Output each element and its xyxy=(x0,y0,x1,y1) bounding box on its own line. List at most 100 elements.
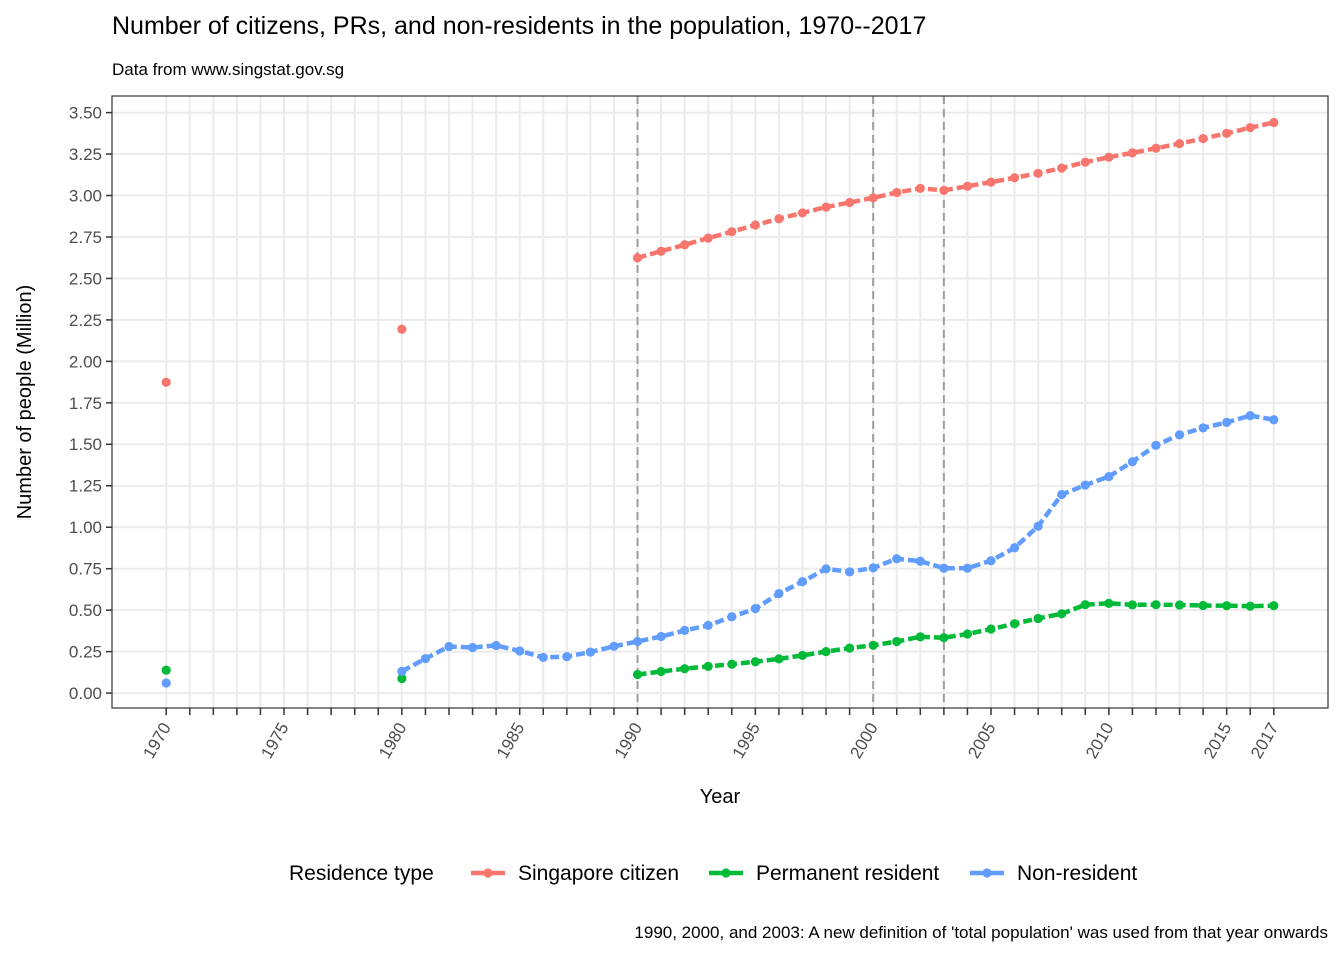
chart-caption: 1990, 2000, and 2003: A new definition o… xyxy=(634,923,1328,942)
data-point-singapore-citizen xyxy=(1080,157,1090,167)
data-point-permanent-resident xyxy=(703,661,713,671)
legend-key-point xyxy=(721,868,731,878)
data-point-non-resident xyxy=(1080,480,1090,490)
data-point-singapore-citizen xyxy=(680,240,690,250)
data-point-non-resident xyxy=(538,652,548,663)
data-point-non-resident xyxy=(797,577,808,587)
data-point-non-resident xyxy=(1151,440,1161,450)
data-point-permanent-resident xyxy=(1198,600,1208,611)
data-point-singapore-citizen xyxy=(1174,139,1185,149)
y-tick-label: 2.00 xyxy=(69,352,102,371)
y-tick-label: 0.00 xyxy=(69,684,102,703)
y-tick-label: 1.50 xyxy=(69,435,102,454)
data-point-non-resident xyxy=(656,631,666,642)
data-point-singapore-citizen xyxy=(1033,168,1043,178)
y-tick-label: 2.50 xyxy=(69,269,102,288)
x-axis: 1970 1975 1980 1985 1990 1995 2000 2005 2010 2015… xyxy=(139,708,1282,762)
series-lines xyxy=(400,120,1275,677)
data-point-non-resident xyxy=(562,651,572,662)
y-tick-label: 2.75 xyxy=(69,228,102,247)
data-point-non-resident xyxy=(750,604,760,614)
plot-panel-border xyxy=(111,95,1329,709)
data-point-non-resident xyxy=(609,641,619,651)
y-tick-label: 2.25 xyxy=(69,311,102,330)
data-point-permanent-resident xyxy=(1127,600,1138,610)
data-point-singapore-citizen xyxy=(797,208,808,218)
data-point-permanent-resident xyxy=(1033,613,1043,624)
data-point-permanent-resident xyxy=(845,643,855,653)
data-point-non-resident xyxy=(774,588,784,599)
data-point-non-resident xyxy=(962,563,973,573)
data-point-non-resident xyxy=(397,666,407,676)
data-point-non-resident xyxy=(467,642,478,653)
data-point-singapore-citizen xyxy=(750,220,760,230)
reference-lines xyxy=(636,96,945,708)
data-point-permanent-resident xyxy=(1269,601,1279,611)
data-point-permanent-resident xyxy=(915,632,925,642)
data-point-singapore-citizen xyxy=(774,214,784,224)
data-point-singapore-citizen xyxy=(397,324,407,334)
data-point-singapore-citizen xyxy=(161,377,171,387)
x-tick-label: 1995 xyxy=(729,719,764,761)
data-point-non-resident xyxy=(1245,411,1255,421)
data-point-singapore-citizen xyxy=(703,233,713,243)
x-tick-label: 2005 xyxy=(964,719,999,761)
major-gridlines xyxy=(112,96,1328,708)
x-tick-label: 2017 xyxy=(1247,719,1282,761)
x-tick-label: 1985 xyxy=(493,719,528,761)
data-point-non-resident xyxy=(632,636,643,647)
x-tick-label: 1980 xyxy=(375,719,410,761)
x-tick-label: 2000 xyxy=(846,719,881,761)
series-points xyxy=(161,117,1279,688)
data-point-non-resident xyxy=(915,556,925,566)
data-point-permanent-resident xyxy=(1245,601,1255,611)
data-point-non-resident xyxy=(1269,415,1279,425)
data-point-permanent-resident xyxy=(962,629,973,639)
data-point-singapore-citizen xyxy=(656,246,666,256)
y-axis-label: Number of people (Million) xyxy=(14,285,36,520)
data-point-non-resident xyxy=(939,563,949,573)
y-tick-label: 3.25 xyxy=(69,145,102,164)
data-point-non-resident xyxy=(986,556,996,566)
data-point-singapore-citizen xyxy=(939,185,949,195)
data-point-permanent-resident xyxy=(397,673,407,684)
x-axis-label: Year xyxy=(700,786,741,808)
data-point-singapore-citizen xyxy=(1009,173,1020,183)
data-point-singapore-citizen xyxy=(1269,117,1279,128)
x-tick-label: 1990 xyxy=(611,719,646,761)
y-axis: 0.00 0.25 0.50 0.75 1.00 1.25 1.50 1.75 2.00 2.25… xyxy=(69,104,112,703)
data-point-permanent-resident xyxy=(986,624,996,634)
data-point-permanent-resident xyxy=(892,636,902,647)
legend-label-permanent-resident: Permanent resident xyxy=(756,862,939,885)
data-point-non-resident xyxy=(585,647,595,657)
y-tick-label: 1.75 xyxy=(69,394,102,413)
series-line-permanent-resident xyxy=(637,601,1274,677)
x-tick-label: 2015 xyxy=(1200,719,1235,761)
data-point-permanent-resident xyxy=(821,647,831,657)
x-tick-label: 1970 xyxy=(139,719,174,761)
data-point-non-resident xyxy=(892,554,902,564)
data-point-non-resident xyxy=(727,612,737,622)
data-point-singapore-citizen xyxy=(962,181,973,191)
data-point-permanent-resident xyxy=(1057,609,1067,619)
legend: Residence type Singapore citizen Permanen… xyxy=(289,862,1137,885)
y-tick-label: 3.00 xyxy=(69,186,102,205)
x-tick-label: 1975 xyxy=(257,719,292,761)
legend-label-non-resident: Non-resident xyxy=(1017,862,1137,885)
data-point-non-resident xyxy=(1198,423,1208,433)
legend-title: Residence type xyxy=(289,862,434,885)
data-point-singapore-citizen xyxy=(727,227,737,237)
data-point-permanent-resident xyxy=(774,654,784,664)
data-point-non-resident xyxy=(444,641,454,652)
data-point-non-resident xyxy=(420,653,431,664)
series-line-non-resident xyxy=(400,413,1275,674)
data-point-singapore-citizen xyxy=(1198,134,1208,144)
data-point-singapore-citizen xyxy=(915,183,925,193)
data-point-non-resident xyxy=(1057,489,1067,500)
data-point-permanent-resident xyxy=(797,650,808,661)
data-point-singapore-citizen xyxy=(1057,163,1067,173)
y-tick-label: 0.50 xyxy=(69,601,102,620)
data-point-permanent-resident xyxy=(1009,619,1020,629)
data-point-non-resident xyxy=(680,625,690,635)
